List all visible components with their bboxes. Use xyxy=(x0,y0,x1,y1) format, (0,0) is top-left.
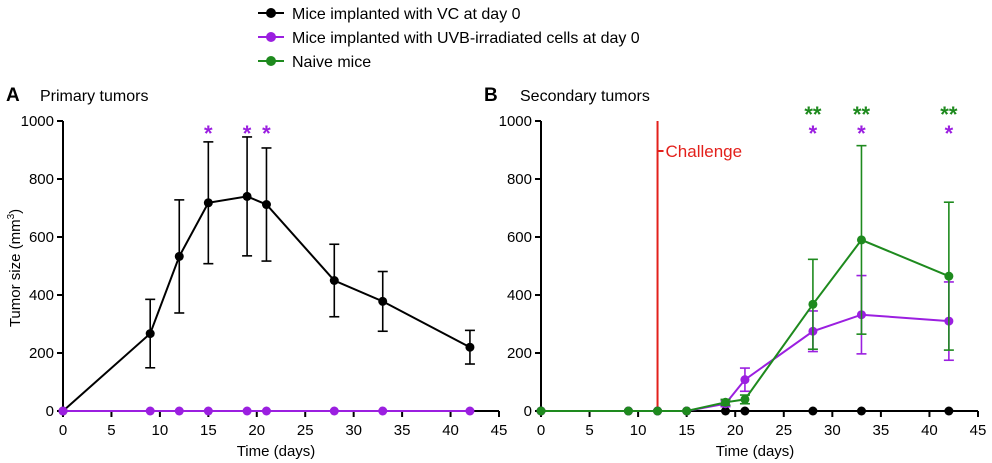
panel-a-significance-marker: * xyxy=(204,121,213,146)
panel-b-y-tick-label: 600 xyxy=(507,229,532,246)
panel-b-series-naive-point xyxy=(653,406,663,416)
panel-a-series-uvb-point xyxy=(465,406,475,416)
panel-a-series-uvb-point xyxy=(378,406,388,416)
panel-b-y-tick-label: 200 xyxy=(507,345,532,362)
panel-b-x-tick-label: 45 xyxy=(970,422,987,439)
panel-b-series-uvb-point xyxy=(740,375,750,385)
panel-a-y-tick-label: 800 xyxy=(29,171,54,188)
legend-marker-uvb xyxy=(266,32,276,42)
panel-a-x-tick-label: 35 xyxy=(394,422,411,439)
panel-a-x-tick-label: 10 xyxy=(152,422,169,439)
panel-b-significance-marker: ** xyxy=(804,102,822,127)
panel-b-x-tick-label: 15 xyxy=(678,422,695,439)
panel-a-series-uvb-point xyxy=(174,406,184,416)
panel-a-y-axis-label: Tumor size (mm3) xyxy=(6,209,24,327)
panel-b-series-vc-point xyxy=(944,406,954,416)
panel-a-series-uvb-point xyxy=(58,406,68,416)
panel-a-series-vc-point xyxy=(145,329,155,339)
panel-b-series-naive-point xyxy=(623,406,633,416)
panel-b-series-naive-point xyxy=(808,299,818,309)
panel-b-title: Secondary tumors xyxy=(520,88,650,105)
panel-a-y-tick-label: 0 xyxy=(46,403,54,420)
panel-a-series-vc-point xyxy=(203,198,213,208)
panel-a-series-uvb-point xyxy=(242,406,252,416)
legend-label-naive: Naive mice xyxy=(292,54,371,71)
panel-b-series-naive-point xyxy=(856,235,866,245)
panel-a-y-tick-label: 400 xyxy=(29,287,54,304)
legend-entry-vc: Mice implanted with VC at day 0 xyxy=(258,6,521,23)
panel-a-x-tick-label: 5 xyxy=(107,422,115,439)
panel-a-series-uvb-point xyxy=(145,406,155,416)
panel-a-series-vc-point xyxy=(329,276,339,285)
panel-a-series-uvb-point xyxy=(203,406,213,416)
panel-b-letter: B xyxy=(484,85,498,106)
panel-a-letter: A xyxy=(6,85,20,106)
panel-b-x-tick-label: 25 xyxy=(775,422,792,439)
panel-b-series-naive-point xyxy=(740,394,750,404)
panel-b-series-naive-point xyxy=(536,406,546,416)
panel-a-x-tick-label: 25 xyxy=(297,422,314,439)
panel-a-series-uvb xyxy=(58,406,475,416)
panel-b-series-naive-point xyxy=(721,397,731,407)
legend-label-uvb: Mice implanted with UVB-irradiated cells… xyxy=(292,30,640,47)
panel-a-x-tick-label: 40 xyxy=(442,422,459,439)
panel-a-y-tick-label: 1000 xyxy=(21,113,54,130)
panel-b: B Secondary tumors Time (days) 020040060… xyxy=(484,85,986,460)
legend-entry-uvb: Mice implanted with UVB-irradiated cells… xyxy=(258,30,640,47)
panel-b-y-tick-label: 800 xyxy=(507,171,532,188)
panel-b-significance-marker: * xyxy=(945,121,954,146)
panel-b-x-tick-label: 30 xyxy=(824,422,841,439)
panel-a-series-vc-point xyxy=(174,251,184,261)
panel-b-x-tick-label: 0 xyxy=(537,422,545,439)
legend-marker-vc xyxy=(266,8,276,18)
panel-b-series-vc-point xyxy=(808,406,818,416)
panel-b-series-vc-point xyxy=(856,406,866,416)
panel-a-x-tick-label: 15 xyxy=(200,422,217,439)
panel-a-series-uvb-point xyxy=(329,406,339,416)
panel-a-series-uvb-point xyxy=(261,406,271,416)
panel-a-series-vc-point xyxy=(261,200,271,210)
panel-b-x-tick-label: 40 xyxy=(921,422,938,439)
panel-b-significance-marker: ** xyxy=(853,102,871,127)
panel-a: A Primary tumors Tumor size (mm3) Time (… xyxy=(6,85,507,460)
panel-b-series-vc-point xyxy=(721,406,731,416)
panel-a-x-tick-label: 45 xyxy=(491,422,508,439)
panel-b-x-tick-label: 35 xyxy=(873,422,890,439)
panel-a-x-tick-label: 30 xyxy=(345,422,362,439)
panel-b-significance-marker: * xyxy=(809,121,818,146)
panel-b-significance-marker: ** xyxy=(940,102,958,127)
panel-a-significance-marker: * xyxy=(243,121,252,146)
panel-b-y-tick-label: 0 xyxy=(524,403,532,420)
panel-a-significance-marker: * xyxy=(262,121,271,146)
panel-a-series-vc-point xyxy=(242,191,252,201)
panel-b-series-naive-point xyxy=(682,406,692,416)
legend: Mice implanted with VC at day 0 Mice imp… xyxy=(258,6,640,71)
panel-b-x-tick-label: 5 xyxy=(585,422,593,439)
panel-b-x-axis-label: Time (days) xyxy=(716,443,795,460)
panel-b-challenge-label: Challenge xyxy=(666,142,743,161)
panel-a-x-tick-label: 20 xyxy=(248,422,265,439)
panel-a-x-axis-label: Time (days) xyxy=(237,443,316,460)
legend-entry-naive: Naive mice xyxy=(258,54,371,71)
panel-b-series-vc-point xyxy=(740,406,750,416)
panel-a-y-tick-label: 200 xyxy=(29,345,54,362)
panel-b-significance-marker: * xyxy=(857,121,866,146)
panel-b-y-tick-label: 400 xyxy=(507,287,532,304)
legend-label-vc: Mice implanted with VC at day 0 xyxy=(292,6,521,23)
legend-marker-naive xyxy=(266,56,276,66)
panel-b-x-tick-label: 10 xyxy=(630,422,647,439)
panel-a-y-tick-label: 600 xyxy=(29,229,54,246)
panel-b-x-tick-label: 20 xyxy=(727,422,744,439)
panel-a-series-vc-point xyxy=(465,342,475,352)
panel-b-y-tick-label: 1000 xyxy=(499,113,532,130)
panel-b-series-naive-point xyxy=(944,271,954,281)
panel-a-title: Primary tumors xyxy=(40,88,148,105)
panel-a-series-vc xyxy=(58,136,475,416)
panel-a-x-tick-label: 0 xyxy=(59,422,67,439)
panel-a-series-vc-point xyxy=(378,296,388,306)
panel-b-series-naive xyxy=(536,144,954,416)
